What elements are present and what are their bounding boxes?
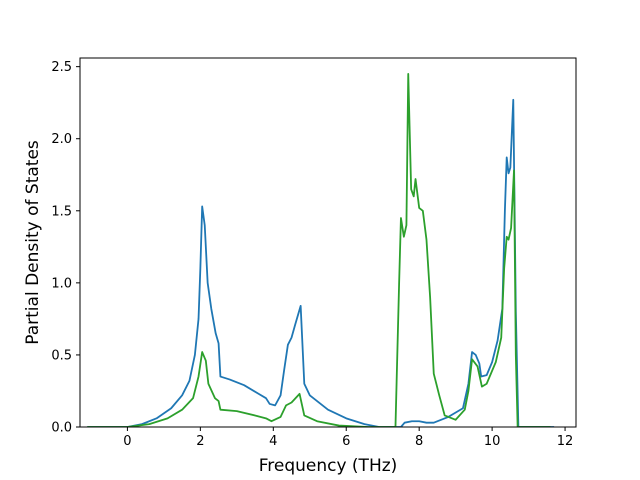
x-axis-ticks: 0 2 4 6 8 10 12 xyxy=(123,427,573,449)
y-tick-label: 1.5 xyxy=(51,204,72,219)
y-tick-label: 0.5 xyxy=(51,348,72,363)
x-tick-label: 10 xyxy=(484,434,501,449)
plot-frame xyxy=(79,57,577,428)
series-layer xyxy=(87,72,555,427)
y-axis-label: Partial Density of States xyxy=(23,140,43,345)
y-tick-label: 0.0 xyxy=(51,421,72,436)
x-axis-label: Frequency (THz) xyxy=(259,456,398,476)
series-line-2 xyxy=(87,72,551,427)
series-line-1 xyxy=(87,98,555,427)
x-tick-label: 0 xyxy=(123,434,131,449)
x-tick-label: 12 xyxy=(557,434,574,449)
x-tick-label: 8 xyxy=(415,434,423,449)
y-tick-label: 1.0 xyxy=(51,276,72,291)
x-tick-label: 6 xyxy=(342,434,350,449)
y-axis-ticks: 0.0 0.5 1.0 1.5 2.0 2.5 xyxy=(51,60,80,436)
y-tick-label: 2.0 xyxy=(51,132,72,147)
y-tick-label: 2.5 xyxy=(51,60,72,75)
x-tick-label: 2 xyxy=(196,434,204,449)
x-tick-label: 4 xyxy=(269,434,277,449)
